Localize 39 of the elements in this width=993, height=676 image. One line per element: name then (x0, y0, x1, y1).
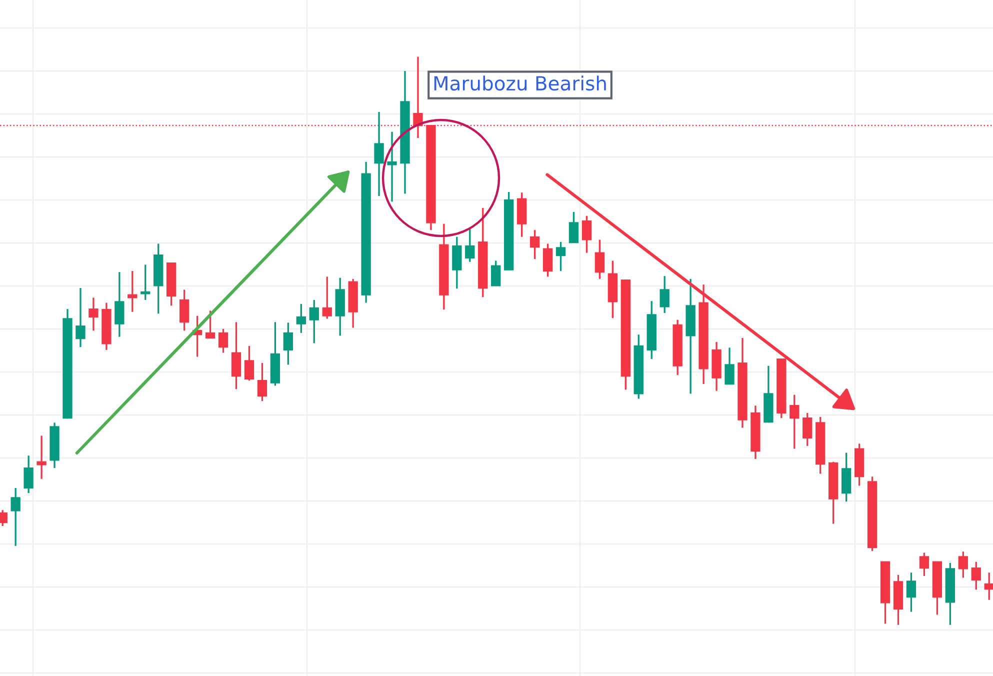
candlestick (660, 275, 670, 314)
candlestick (802, 412, 812, 447)
candlestick (984, 572, 993, 601)
candlestick (594, 238, 605, 280)
candlestick (36, 434, 46, 480)
candlestick (10, 487, 20, 547)
candlestick (542, 242, 553, 278)
candlestick (296, 303, 306, 334)
candlestick (114, 271, 124, 338)
candlestick (128, 270, 138, 313)
candlestick (257, 362, 268, 402)
candlestick (283, 322, 294, 366)
candlestick (218, 328, 228, 354)
candlestick (971, 560, 981, 590)
candlestick (387, 130, 397, 202)
candlestick (205, 310, 216, 340)
candlestick (244, 345, 254, 382)
candlestick (374, 111, 384, 197)
candlestick (76, 287, 86, 348)
candlestick (582, 215, 592, 254)
candlestick (231, 321, 242, 390)
candlestick (465, 226, 475, 263)
candlestick (88, 296, 98, 332)
candlestick (179, 288, 190, 332)
candlestick (919, 552, 930, 577)
candlestick (724, 346, 734, 386)
candlestick (958, 550, 968, 579)
candlestick (452, 236, 462, 290)
candlestick (24, 454, 34, 494)
annotation: Marubozu Bearish (434, 76, 606, 91)
candlestick (556, 241, 566, 272)
candlestick (568, 211, 579, 244)
candlestick (530, 229, 540, 260)
candlestick (140, 264, 150, 301)
candlestick (790, 394, 800, 450)
candlestick (906, 572, 916, 613)
candlestick (309, 299, 319, 344)
candlestick (491, 260, 501, 287)
candlestick (322, 276, 332, 320)
